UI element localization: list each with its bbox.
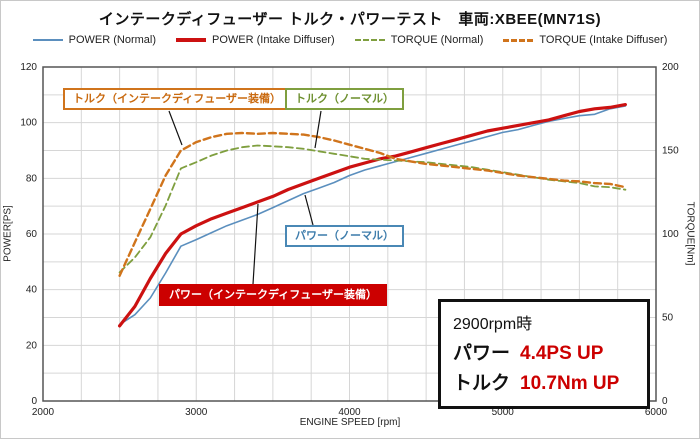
chart-title: インテークディフューザー トルク・パワーテスト 車両:XBEE(MN71S) (98, 11, 602, 28)
info-power-value: 4.4PS UP (520, 343, 604, 364)
svg-text:2000: 2000 (32, 407, 55, 418)
svg-text:150: 150 (662, 146, 679, 157)
svg-text:100: 100 (662, 229, 679, 240)
info-power-label: パワー (453, 343, 511, 364)
torque-diffuser-line-swatch (503, 38, 534, 42)
info-rpm-line: 2900rpm時 (453, 316, 533, 333)
svg-text:3000: 3000 (185, 407, 208, 418)
svg-text:6000: 6000 (645, 407, 668, 418)
info-power-line: パワー 4.4PS UP (453, 338, 635, 365)
callout-torque-normal: トルク（ノーマル） (285, 88, 404, 111)
svg-text:4000: 4000 (338, 407, 361, 418)
result-info-box: 2900rpm時 パワー 4.4PS UP トルク 10.7Nm UP (438, 299, 650, 409)
y-left-axis-label: POWER[PS] (2, 205, 14, 262)
info-torque-line: トルク 10.7Nm UP (453, 368, 635, 395)
power-diffuser-line-swatch (176, 38, 207, 42)
y-right-axis-label: TORQUE[Nm] (684, 201, 696, 266)
legend-item-torque-normal: TORQUE (Normal) (354, 34, 484, 46)
svg-text:40: 40 (26, 285, 38, 296)
power-normal-line-swatch (32, 39, 63, 41)
legend-label: POWER (Intake Diffuser) (212, 34, 335, 46)
legend-item-torque-diffuser: TORQUE (Intake Diffuser) (503, 34, 667, 46)
torque-normal-line-swatch (354, 39, 385, 41)
callout-power-normal: パワー（ノーマル） (285, 225, 404, 248)
legend-label: TORQUE (Intake Diffuser) (539, 34, 668, 46)
svg-text:20: 20 (26, 340, 38, 351)
svg-text:60: 60 (26, 229, 38, 240)
svg-text:100: 100 (20, 118, 37, 129)
svg-text:5000: 5000 (492, 407, 515, 418)
callout-power-diffuser: パワー（インテークディフューザー装備） (159, 284, 388, 307)
chart-legend: POWER (Normal) POWER (Intake Diffuser) T… (1, 34, 699, 46)
svg-text:120: 120 (20, 62, 37, 73)
x-axis-label: ENGINE SPEED [rpm] (299, 417, 401, 428)
legend-label: POWER (Normal) (68, 34, 157, 46)
legend-item-power-normal: POWER (Normal) (32, 34, 157, 46)
svg-text:80: 80 (26, 173, 38, 184)
svg-text:200: 200 (662, 62, 679, 73)
legend-item-power-diffuser: POWER (Intake Diffuser) (176, 34, 335, 46)
svg-text:0: 0 (31, 396, 37, 407)
legend-label: TORQUE (Normal) (390, 34, 484, 46)
callout-torque-diffuser: トルク（インテークディフューザー装備） (63, 88, 292, 111)
info-torque-label: トルク (453, 373, 511, 394)
info-torque-value: 10.7Nm UP (520, 373, 620, 394)
svg-text:50: 50 (662, 313, 674, 324)
svg-text:0: 0 (662, 396, 668, 407)
